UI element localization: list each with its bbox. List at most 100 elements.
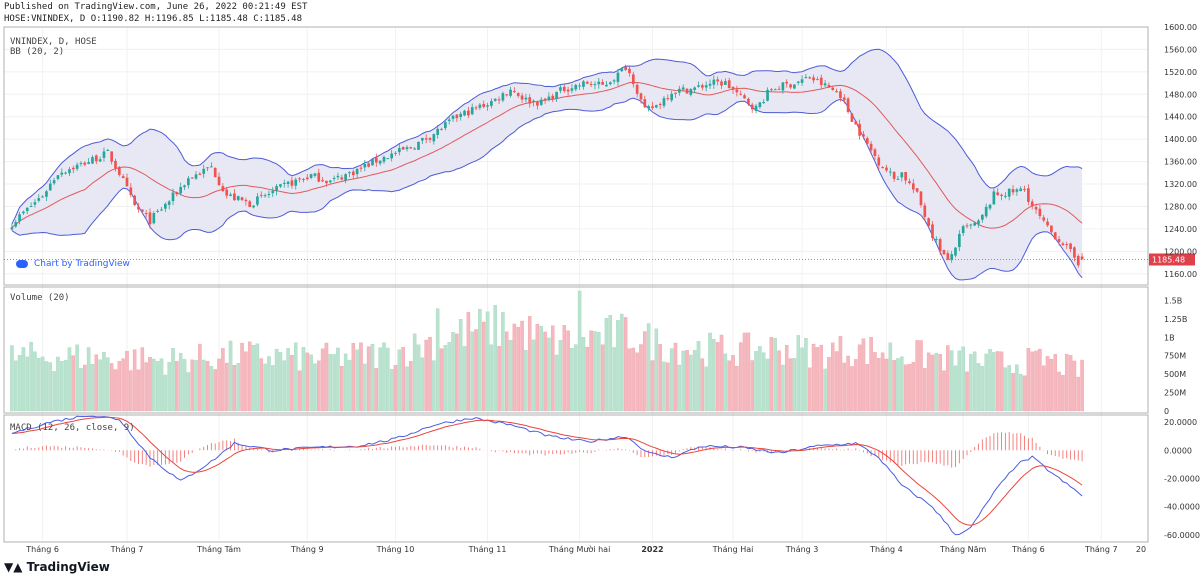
candle-body: [777, 88, 781, 90]
candle-body: [566, 89, 570, 92]
bb-upper-band: [11, 48, 1083, 225]
volume-bar: [988, 349, 992, 412]
volume-bar: [13, 360, 18, 412]
volume-bar: [834, 351, 839, 412]
macd-tick-label: -20.0000: [1164, 475, 1200, 484]
candle-body: [451, 115, 455, 119]
price-tick-label: 1560.00: [1164, 45, 1197, 54]
candle-body: [670, 93, 674, 101]
volume-bar: [489, 344, 494, 412]
volume-bar: [508, 339, 513, 412]
volume-bar: [79, 368, 83, 412]
candle-body: [647, 106, 650, 109]
volume-bar: [320, 348, 325, 412]
candle-body: [424, 138, 428, 140]
candle-body: [110, 151, 113, 162]
candle-body: [298, 178, 301, 180]
volume-bar: [815, 347, 820, 412]
volume-series: [10, 290, 1084, 412]
footer-logo[interactable]: ▼▲ TradingView: [4, 560, 110, 574]
volume-bar: [907, 364, 912, 412]
candle-body: [762, 102, 766, 104]
candle-body: [252, 205, 255, 208]
candle-body: [651, 106, 654, 109]
volume-bar: [646, 323, 651, 412]
candle-body: [1065, 244, 1069, 246]
volume-bar: [1015, 364, 1019, 412]
candle-body: [735, 89, 739, 93]
candle-body: [927, 218, 930, 226]
candle-body: [816, 79, 819, 81]
volume-bar: [332, 354, 336, 412]
chart-by-tradingview-badge[interactable]: Chart by TradingView: [16, 259, 130, 269]
candle-body: [125, 177, 129, 187]
volume-bar: [597, 332, 601, 412]
volume-bar: [919, 340, 923, 412]
candle-body: [635, 84, 639, 94]
candle-body: [344, 174, 347, 181]
candle-body: [1069, 243, 1072, 250]
candle-body: [117, 167, 121, 175]
volume-bar: [992, 352, 996, 412]
volume-bar: [129, 370, 133, 412]
candle-body: [812, 77, 815, 81]
volume-bar: [570, 347, 574, 412]
volume-bar: [267, 356, 271, 412]
candle-body: [444, 122, 447, 129]
candle-body: [64, 172, 67, 174]
volume-bar: [113, 369, 118, 412]
candle-body: [14, 222, 18, 227]
candle-body: [160, 209, 163, 211]
ohlc-line: HOSE:VNINDEX, D O:1190.82 H:1196.85 L:11…: [4, 14, 303, 24]
candle-body: [551, 95, 555, 100]
candle-body: [1000, 194, 1003, 196]
volume-bar: [21, 347, 26, 412]
volume-bar: [201, 359, 206, 412]
candle-body: [493, 98, 497, 101]
footer-logo-label: TradingView: [26, 560, 110, 574]
volume-bar: [823, 368, 827, 412]
candle-body: [478, 104, 482, 108]
candle-body: [233, 193, 236, 201]
volume-bar: [873, 352, 877, 412]
volume-bar: [167, 362, 171, 412]
price-tick-label: 1200.00: [1164, 247, 1197, 256]
volume-bar: [443, 345, 448, 412]
candle-body: [1053, 232, 1057, 240]
candle-body: [593, 84, 597, 86]
candle-body: [248, 201, 252, 208]
candle-body: [244, 199, 248, 202]
candle-body: [1050, 225, 1053, 233]
volume-tick-label: 250M: [1164, 389, 1186, 398]
price-tick-label: 1440.00: [1164, 113, 1197, 122]
candle-body: [869, 143, 873, 151]
volume-bar: [976, 363, 981, 412]
volume-bar: [366, 346, 371, 412]
candle-body: [348, 172, 351, 174]
candle-body: [428, 138, 432, 140]
volume-bar: [524, 350, 528, 412]
volume-bar: [313, 363, 317, 412]
candle-body: [286, 181, 290, 184]
candle-body: [666, 98, 670, 100]
tradingview-cloud-icon: [16, 259, 28, 268]
volume-bar: [347, 359, 352, 412]
candle-body: [785, 81, 789, 84]
candle-body: [532, 100, 535, 103]
volume-bar: [769, 337, 774, 412]
volume-bar: [382, 342, 386, 412]
volume-bar: [293, 342, 298, 412]
candle-body: [75, 164, 79, 169]
candle-body: [371, 159, 374, 166]
volume-bar: [363, 363, 367, 412]
volume-bar: [712, 339, 716, 412]
volume-bar: [685, 350, 689, 412]
volume-bar: [132, 349, 137, 412]
candle-body: [685, 88, 689, 94]
candle-body: [1007, 188, 1011, 197]
volume-bar: [428, 337, 432, 412]
candle-body: [106, 149, 110, 151]
candle-body: [263, 195, 267, 197]
candle-body: [539, 99, 543, 105]
volume-bar: [1053, 354, 1057, 412]
